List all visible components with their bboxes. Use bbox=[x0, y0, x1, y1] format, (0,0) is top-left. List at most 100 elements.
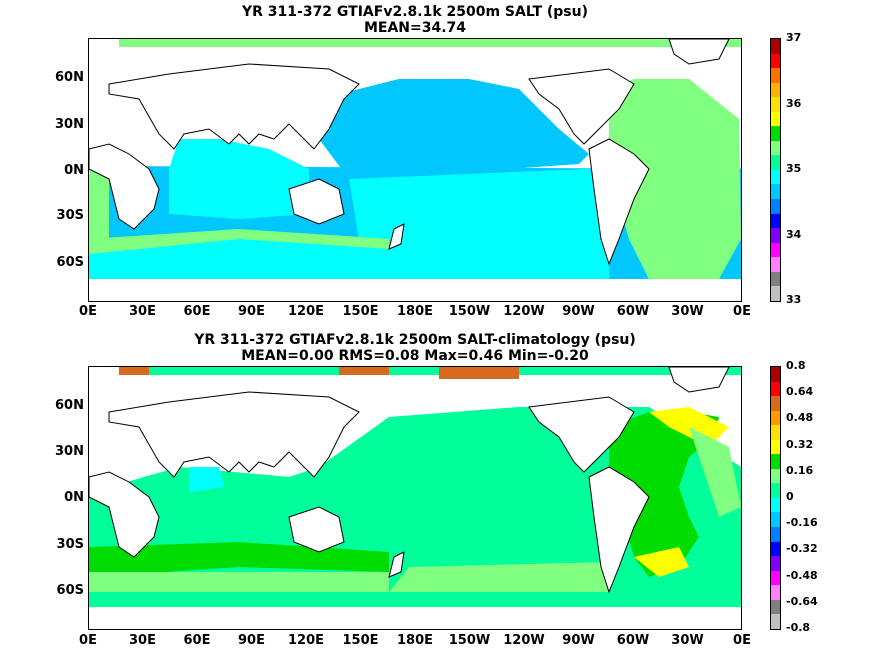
panel2-colorbar-tick-label: 0.64 bbox=[786, 385, 814, 399]
panel1-map bbox=[88, 38, 742, 302]
panel2-xlabel: 90W bbox=[562, 633, 595, 648]
panel2-colorbar-swatch bbox=[771, 599, 780, 615]
panel2-map-svg bbox=[89, 367, 741, 629]
panel2-xlabel: 90E bbox=[238, 633, 265, 648]
panel2-xlabel: 180E bbox=[396, 633, 434, 648]
panel1-colorbar-swatch bbox=[771, 228, 780, 243]
panel1-xlabel: 150E bbox=[342, 304, 379, 319]
panel2-colorbar-tick-label: 0 bbox=[786, 490, 794, 503]
panel1-colorbar-swatch bbox=[771, 184, 780, 200]
panel2-colorbar-tick-label: 0.48 bbox=[786, 411, 814, 425]
panel1-xlabel: 90W bbox=[562, 304, 595, 319]
panel1-xlabel: 30E bbox=[129, 304, 156, 319]
panel1-colorbar-swatch bbox=[771, 286, 780, 301]
panel1-ylabel-30s: 30S bbox=[56, 208, 84, 223]
panel1-colorbar-swatch bbox=[771, 111, 780, 127]
panel2-ylabel-30s: 30S bbox=[56, 537, 84, 552]
panel2-xlabel: 150E bbox=[342, 633, 379, 648]
panel2-colorbar-swatch bbox=[771, 483, 780, 498]
panel2-colorbar-swatch bbox=[771, 556, 780, 571]
panel1-title: YR 311-372 GTIAFv2.8.1k 2500m SALT (psu) bbox=[242, 4, 588, 20]
panel2-colorbar-swatch bbox=[771, 585, 780, 600]
panel2-map bbox=[88, 366, 742, 630]
panel1-xlabel: 180E bbox=[396, 304, 434, 319]
panel2-colorbar-tick-label: 0.16 bbox=[786, 463, 814, 477]
panel1-colorbar-swatch bbox=[771, 82, 780, 98]
panel2-colorbar-swatch bbox=[771, 454, 780, 469]
panel2-xlabel: 30E bbox=[129, 633, 156, 648]
panel1-ylabel-30n: 30N bbox=[55, 117, 84, 132]
panel1-colorbar-tick-label: 33 bbox=[786, 293, 802, 306]
panel1-land bbox=[89, 39, 730, 266]
panel2-colorbar-tick-label: -0.64 bbox=[786, 594, 818, 608]
panel2-xlabel: 150W bbox=[448, 633, 491, 648]
panel2-colorbar-swatch bbox=[771, 425, 780, 440]
panel1-xlabel: 150W bbox=[448, 304, 491, 319]
panel2-colorbar-tick-label: 0.8 bbox=[786, 359, 806, 372]
panel2-xlabel: 0E bbox=[79, 633, 97, 648]
panel2-colorbar-tick-label: -0.48 bbox=[786, 568, 818, 582]
panel1-subtitle: MEAN=34.74 bbox=[363, 20, 467, 36]
panel2-colorbar-swatch bbox=[771, 396, 780, 411]
panel2-xlabel: 120E bbox=[287, 633, 325, 648]
panel2-colorbar-swatch bbox=[771, 410, 780, 426]
panel1-colorbar-tick-label: 35 bbox=[786, 162, 802, 175]
panel1-colorbar-swatch bbox=[771, 242, 780, 258]
panel2-colorbar-swatch bbox=[771, 367, 780, 382]
panel2-colorbar-swatch bbox=[771, 381, 780, 397]
panel2-title: YR 311-372 GTIAFv2.8.1k 2500m SALT-clima… bbox=[194, 332, 636, 348]
panel1-colorbar-tick-label: 37 bbox=[786, 31, 802, 44]
panel1-xlabel: 60E bbox=[183, 304, 211, 319]
panel2-xlabel: 30W bbox=[671, 633, 704, 648]
panel1-colorbar-tick-label: 36 bbox=[786, 96, 802, 110]
panel1-colorbar bbox=[770, 38, 781, 302]
panel1-colorbar-swatch bbox=[771, 155, 780, 170]
panel1-xlabel: 120E bbox=[287, 304, 325, 319]
panel1-ylabel-0n: 0N bbox=[64, 163, 84, 178]
panel2-xlabel: 0E bbox=[733, 633, 751, 648]
panel1-colorbar-swatch bbox=[771, 53, 780, 69]
panel2-xlabel: 60W bbox=[616, 633, 650, 648]
panel2-colorbar-swatch bbox=[771, 497, 780, 513]
panel1-xlabel: 0E bbox=[79, 304, 97, 319]
panel1-colorbar-tick-label: 34 bbox=[786, 227, 802, 241]
panel1-xlabel: 0E bbox=[733, 304, 751, 319]
panel2-land bbox=[89, 367, 730, 594]
panel2-xlabel: 120W bbox=[503, 633, 545, 648]
panel2-ylabel-30n: 30N bbox=[55, 444, 84, 459]
panel2-colorbar-swatch bbox=[771, 570, 780, 586]
panel2-ylabel-0n: 0N bbox=[64, 490, 84, 505]
panel1-xlabel: 90E bbox=[238, 304, 265, 319]
panel2-ylabel-60s: 60S bbox=[56, 583, 84, 598]
panel1-xlabel: 120W bbox=[503, 304, 545, 319]
panel1-ylabel-60s: 60S bbox=[56, 255, 84, 270]
panel1-colorbar-swatch bbox=[771, 126, 780, 141]
panel2-colorbar-tick-label: 0.32 bbox=[786, 437, 814, 451]
panel2-colorbar-tick-label: -0.16 bbox=[786, 516, 818, 530]
panel1-ylabel-60n: 60N bbox=[55, 70, 84, 85]
panel1-colorbar-swatch bbox=[771, 169, 780, 185]
panel1-colorbar-swatch bbox=[771, 199, 780, 214]
panel2-subtitle: MEAN=0.00 RMS=0.08 Max=0.46 Min=-0.20 bbox=[241, 348, 589, 364]
panel1-xlabel: 30W bbox=[671, 304, 704, 319]
panel1-colorbar-swatch bbox=[771, 257, 780, 272]
panel2-colorbar-swatch bbox=[771, 468, 780, 484]
panel2-colorbar-tick-label: -0.8 bbox=[786, 621, 811, 634]
panel2-colorbar-swatch bbox=[771, 439, 780, 455]
panel1-colorbar-swatch bbox=[771, 271, 780, 287]
panel2-ylabel-60n: 60N bbox=[55, 398, 84, 413]
panel1-map-svg bbox=[89, 39, 741, 301]
panel1-colorbar-swatch bbox=[771, 140, 780, 156]
panel2-colorbar-swatch bbox=[771, 512, 780, 528]
panel2-colorbar bbox=[770, 366, 781, 630]
panel1-colorbar-swatch bbox=[771, 213, 780, 229]
panel1-xlabel: 60W bbox=[616, 304, 650, 319]
panel1-colorbar-swatch bbox=[771, 97, 780, 112]
panel2-colorbar-swatch bbox=[771, 527, 780, 542]
panel2-xlabel: 60E bbox=[183, 633, 211, 648]
panel1-colorbar-swatch bbox=[771, 39, 780, 54]
panel2-colorbar-swatch bbox=[771, 541, 780, 557]
panel2-colorbar-swatch bbox=[771, 614, 780, 629]
panel1-colorbar-swatch bbox=[771, 68, 780, 83]
panel1-ocean-field bbox=[89, 39, 741, 301]
